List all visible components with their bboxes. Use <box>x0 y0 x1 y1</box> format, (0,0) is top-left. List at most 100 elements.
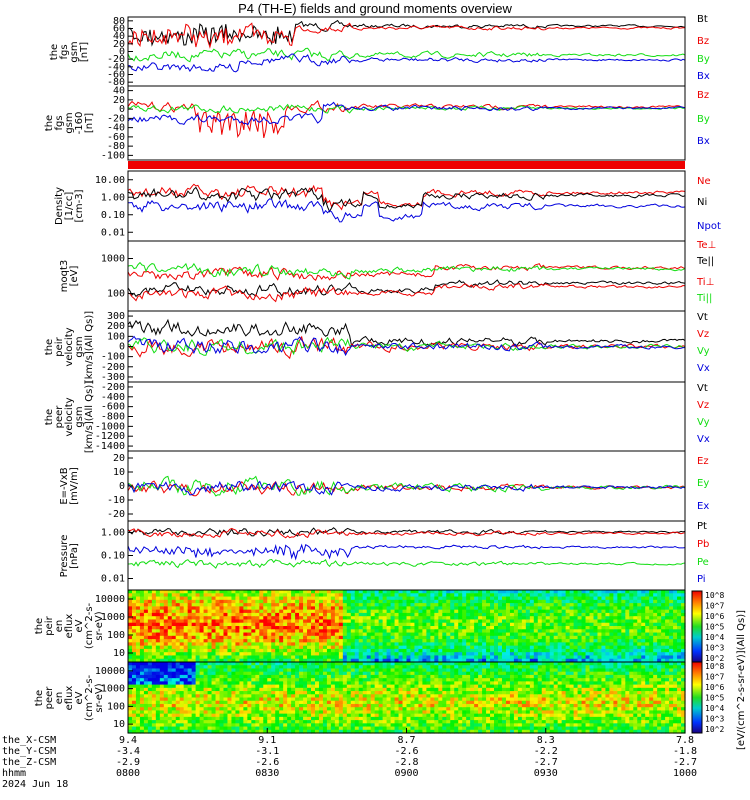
spectrogram-cell <box>131 726 137 731</box>
spectrogram-cell <box>462 612 467 617</box>
spectrogram-cell <box>199 665 205 670</box>
spectrogram-cell <box>406 606 412 611</box>
spectrogram-cell <box>330 723 336 728</box>
spectrogram-cell <box>311 691 316 695</box>
spectrogram-cell <box>509 606 515 611</box>
spectrogram-cell <box>386 639 392 643</box>
spectrogram-cell <box>179 609 185 614</box>
spectrogram-cell <box>259 703 264 708</box>
spectrogram-cell <box>414 723 420 728</box>
spectrogram-cell <box>135 632 141 637</box>
spectrogram-cell <box>255 684 260 689</box>
spectrogram-cell <box>155 645 161 650</box>
spectrogram-cell <box>207 723 213 728</box>
spectrogram-cell <box>159 609 165 614</box>
spectrogram-cell <box>159 619 165 624</box>
spectrogram-cell <box>661 629 666 634</box>
spectrogram-cell <box>585 603 591 607</box>
spectrogram-cell <box>494 596 499 601</box>
spectrogram-cell <box>350 616 356 621</box>
spectrogram-cell <box>187 639 193 643</box>
spectrogram-cell <box>219 678 225 682</box>
spectrogram-cell <box>362 662 368 666</box>
spectrogram-cell <box>283 720 288 724</box>
spectrogram-cell <box>382 606 388 611</box>
spectrogram-cell <box>525 629 531 634</box>
spectrogram-cell <box>370 716 376 721</box>
spectrogram-cell <box>135 599 141 604</box>
spectrogram-cell <box>358 593 364 598</box>
spectrogram-cell <box>641 648 646 653</box>
spectrogram-cell <box>370 678 376 682</box>
spectrogram-cell <box>374 593 380 598</box>
spectrogram-cell <box>390 684 396 689</box>
spectrogram-cell <box>386 665 392 670</box>
spectrogram-cell <box>466 632 471 637</box>
spectrogram-cell <box>677 606 682 611</box>
spectrogram-cell <box>163 590 169 594</box>
spectrogram-cell <box>303 658 308 663</box>
spectrogram-cell <box>390 616 396 621</box>
spectrogram-cell <box>299 681 304 686</box>
spectrogram-cell <box>326 619 332 624</box>
spectrogram-cell <box>657 629 662 634</box>
spectrogram-cell <box>199 603 205 607</box>
spectrogram-cell <box>681 629 686 634</box>
spectrogram-cell <box>386 674 392 679</box>
spectrogram-cell <box>386 720 392 724</box>
spectrogram-cell <box>414 652 420 657</box>
spectrogram-cell <box>398 703 404 708</box>
spectrogram-cell <box>422 658 427 663</box>
spectrogram-cell <box>255 648 260 653</box>
spectrogram-cell <box>621 593 626 598</box>
spectrogram-cell <box>338 593 344 598</box>
spectrogram-cell <box>501 603 507 607</box>
spectrogram-cell <box>334 684 340 689</box>
spectrogram-cell <box>374 684 380 689</box>
spectrogram-cell <box>398 684 404 689</box>
spectrogram-cell <box>418 665 424 670</box>
spectrogram-cell <box>326 691 332 695</box>
spectrogram-cell <box>171 645 177 650</box>
spectrogram-cell <box>410 626 416 630</box>
spectrogram-cell <box>191 671 197 676</box>
spectrogram-cell <box>263 678 268 682</box>
spectrogram-cell <box>442 726 447 731</box>
spectrogram-cell <box>418 681 424 686</box>
spectrogram-cell <box>434 671 439 676</box>
spectrogram-cell <box>307 642 312 647</box>
spectrogram-cell <box>326 590 332 594</box>
spectrogram-cell <box>219 642 225 647</box>
spectrogram-cell <box>223 645 229 650</box>
spectrogram-cell <box>541 593 547 598</box>
spectrogram-cell <box>215 616 221 621</box>
spectrogram-cell <box>418 703 424 708</box>
spectrogram-cell <box>661 655 666 660</box>
spectrogram-cell <box>494 603 499 607</box>
spectrogram-cell <box>131 629 137 634</box>
spectrogram-cell <box>398 622 404 627</box>
spectrogram-cell <box>255 632 260 637</box>
spectrogram-cell <box>259 707 264 712</box>
spectrogram-cell <box>311 635 316 640</box>
spectrogram-cell <box>509 658 515 663</box>
spectrogram-cell <box>267 668 272 673</box>
spectrogram-cell <box>251 616 256 621</box>
spectrogram-cell <box>179 674 185 679</box>
spectrogram-cell <box>330 665 336 670</box>
spectrogram-cell <box>279 606 284 611</box>
spectrogram-cell <box>219 632 225 637</box>
spectrogram-cell <box>434 629 439 634</box>
spectrogram-cell <box>394 655 400 660</box>
spectrogram-cell <box>466 626 471 630</box>
spectrogram-cell <box>131 622 137 627</box>
spectrogram-cell <box>681 622 686 627</box>
spectrogram-cell <box>458 593 463 598</box>
spectrogram-cell <box>215 593 221 598</box>
spectrogram-cell <box>346 603 352 607</box>
spectrogram-cell <box>386 603 392 607</box>
spectrogram-cell <box>147 723 153 728</box>
spectrogram-cell <box>151 632 157 637</box>
spectrogram-cell <box>131 603 137 607</box>
spectrogram-cell <box>458 645 463 650</box>
